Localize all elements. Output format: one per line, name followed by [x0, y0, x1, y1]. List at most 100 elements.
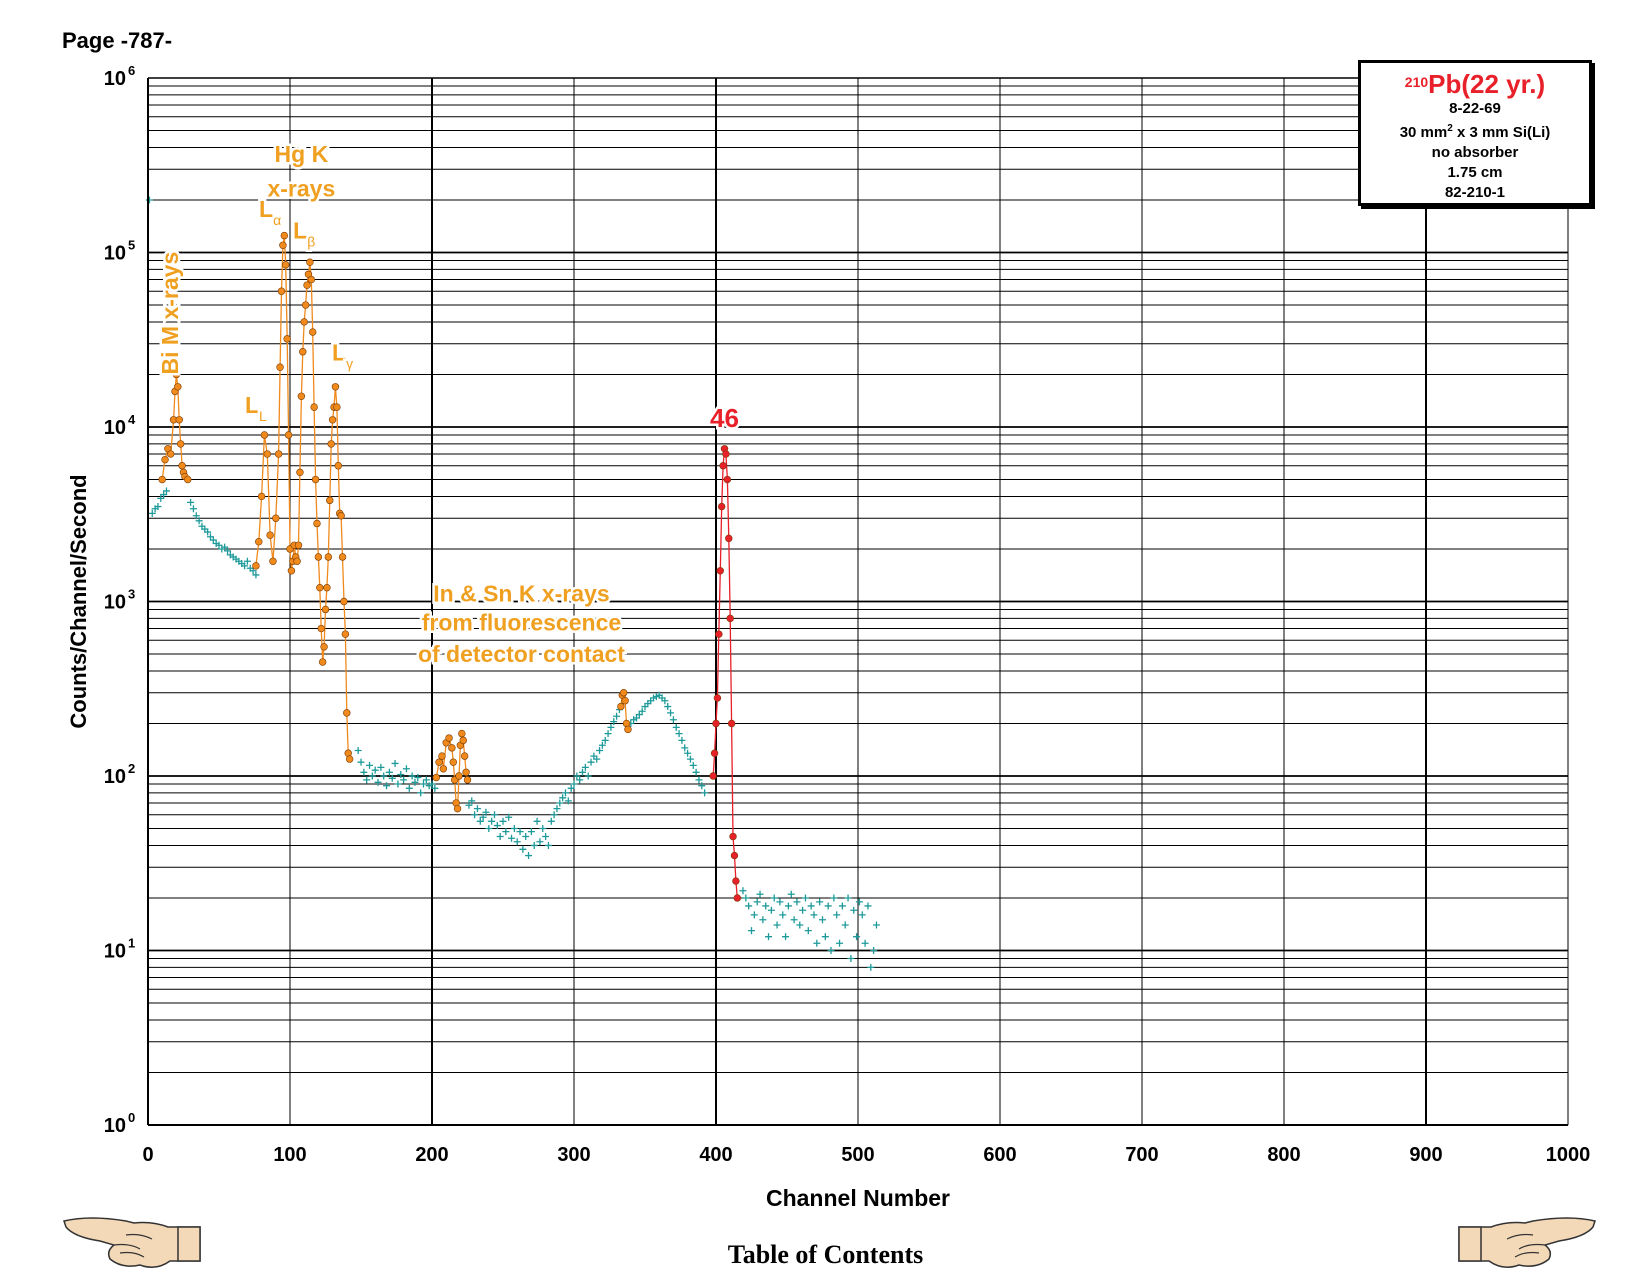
data-point [695, 776, 703, 784]
data-point [810, 911, 818, 919]
data-point [363, 776, 371, 784]
data-point [158, 475, 166, 484]
data-point [759, 916, 767, 924]
data-point [692, 768, 700, 776]
data-point [316, 583, 324, 592]
y-tick-label: 10 [104, 592, 126, 614]
annotation-l-gamma: Lγ [332, 340, 353, 372]
data-point [804, 927, 812, 935]
data-point [260, 431, 269, 439]
data-point [160, 491, 168, 499]
data-point [850, 906, 858, 914]
data-point [617, 702, 625, 711]
data-point [787, 890, 795, 898]
data-point [813, 939, 821, 947]
data-point [490, 811, 498, 819]
data-point [553, 805, 561, 813]
data-point [779, 911, 787, 919]
series-in-sn-peaks [432, 729, 472, 813]
data-point [872, 921, 880, 929]
x-tick-label: 700 [1125, 1144, 1158, 1166]
data-point [299, 348, 307, 356]
measurement-date: 8-22-69 [1449, 100, 1501, 117]
data-point [343, 709, 351, 717]
data-point [307, 275, 315, 284]
data-point [624, 725, 632, 734]
data-point [638, 707, 646, 715]
data-point [619, 689, 628, 697]
data-point [366, 761, 374, 769]
data-point [767, 906, 775, 914]
data-point [432, 773, 440, 782]
data-point [784, 902, 792, 910]
data-point [414, 774, 422, 782]
x-tick-label: 500 [841, 1144, 874, 1166]
data-point [604, 730, 612, 738]
data-point [189, 505, 197, 513]
data-point [340, 597, 348, 606]
data-point [252, 571, 260, 579]
data-point [428, 780, 436, 788]
data-point [722, 450, 730, 458]
data-point [476, 817, 484, 825]
data-point [739, 887, 747, 895]
data-point [510, 825, 518, 833]
data-point [274, 450, 283, 458]
data-point [192, 512, 200, 520]
data-point [383, 782, 391, 790]
data-point [357, 758, 365, 766]
x-tick-label: 300 [557, 1144, 590, 1166]
data-point [161, 455, 169, 464]
data-point [300, 318, 308, 326]
data-point [157, 494, 165, 502]
data-point [276, 363, 284, 371]
data-point [833, 911, 841, 919]
data-point [439, 765, 448, 773]
y-tick-label: 10 [104, 766, 126, 788]
data-point [596, 747, 604, 755]
y-tick-label: 10 [104, 243, 126, 265]
pointing-hand-left-icon[interactable] [60, 1215, 202, 1273]
data-point [530, 841, 538, 849]
data-point [661, 697, 669, 705]
data-point [505, 813, 513, 821]
data-point [178, 462, 186, 470]
data-point [266, 531, 274, 539]
data-point [269, 557, 277, 565]
data-point [326, 496, 334, 505]
data-point [309, 328, 317, 336]
data-point [544, 841, 552, 849]
data-point [204, 528, 212, 536]
isotope-info-box: 210Pb(22 yr.) 8-22-69 30 mm2 x 3 mm Si(L… [1358, 60, 1592, 206]
data-point [727, 719, 736, 728]
data-point [667, 709, 675, 717]
x-tick-label: 600 [983, 1144, 1016, 1166]
annotation-insn-3: of detector contact [418, 641, 625, 667]
data-point [145, 196, 153, 204]
data-point [726, 614, 734, 623]
data-point [400, 776, 408, 784]
data-point [460, 752, 469, 760]
data-point [397, 770, 405, 778]
data-point [162, 487, 170, 495]
data-point [729, 832, 737, 841]
data-point [601, 736, 609, 744]
data-point [598, 741, 606, 749]
data-point [221, 543, 229, 551]
data-point [570, 780, 578, 788]
data-point [686, 755, 694, 763]
data-point [405, 784, 413, 792]
y-tick-label: 10 [104, 1115, 126, 1137]
data-point [499, 817, 507, 825]
data-point [482, 808, 490, 816]
pointing-hand-right-icon[interactable] [1457, 1215, 1599, 1273]
data-point [807, 902, 815, 910]
data-point [277, 287, 286, 295]
data-point [801, 894, 809, 902]
data-point [855, 898, 863, 906]
table-of-contents-link[interactable]: Table of Contents [727, 1240, 924, 1269]
data-point [684, 749, 692, 757]
y-tick-label: 10 [104, 68, 126, 90]
series-hg-l-peaks [252, 231, 354, 763]
data-point [354, 747, 362, 755]
